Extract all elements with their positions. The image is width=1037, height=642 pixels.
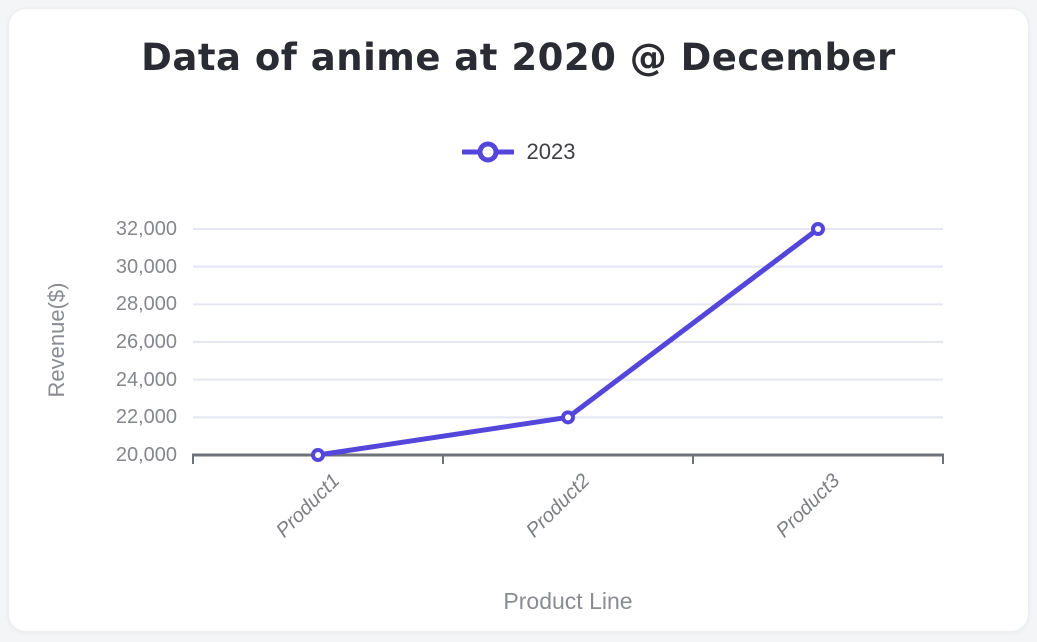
legend-label: 2023 <box>526 139 576 164</box>
data-point-product2 <box>561 410 575 425</box>
data-point-product1 <box>311 448 325 462</box>
card-background <box>8 8 1029 632</box>
chart-title: Data of anime at 2020 @ December <box>141 36 896 79</box>
x-axis-title: Product Line <box>503 588 633 614</box>
data-point-product3 <box>811 222 825 236</box>
legend-item-2023[interactable]: 2023 <box>461 138 576 166</box>
legend: 2023 <box>0 138 1037 166</box>
legend-line-marker-icon <box>461 141 514 163</box>
